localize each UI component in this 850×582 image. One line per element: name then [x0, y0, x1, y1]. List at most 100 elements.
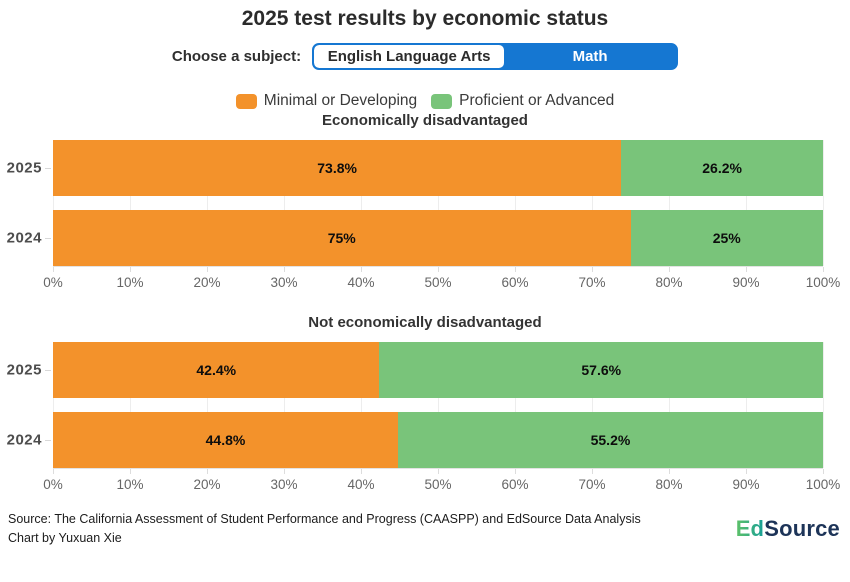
chart-section-title: Economically disadvantaged [322, 112, 528, 129]
gridline [284, 342, 285, 468]
axis-tick-label: 70% [578, 477, 606, 492]
axis-tick-label: 100% [805, 477, 841, 492]
axis-tick-mark [207, 267, 208, 272]
gridline [746, 342, 747, 468]
gridline [746, 140, 747, 266]
axis-tick-mark [361, 267, 362, 272]
gridline [53, 140, 54, 266]
axis-tick-label: 50% [424, 477, 452, 492]
gridline [592, 342, 593, 468]
page-title: 2025 test results by economic status [241, 7, 609, 30]
chart-section-title: Not economically disadvantaged [308, 314, 542, 331]
bar-segment-proficient-or-advanced: 57.6% [379, 342, 823, 398]
axis-tick-label: 40% [347, 275, 375, 290]
axis-tick-mark [669, 267, 670, 272]
y-axis-label: 2024 [6, 431, 42, 449]
axis-tick-label: 60% [501, 477, 529, 492]
legend: Minimal or Developing Proficient or Advan… [0, 90, 850, 112]
axis-tick-mark [53, 469, 54, 474]
axis-tick-label: 0% [43, 275, 63, 290]
gridline [130, 140, 131, 266]
gridline [669, 342, 670, 468]
axis-tick-mark [515, 469, 516, 474]
bar-segment-minimal-or-developing: 42.4% [53, 342, 380, 398]
axis-tick-label: 20% [193, 275, 221, 290]
x-axis: 0% 10% 20% 30% 40% 50% 60% 70% 80% 90% 100% [43, 266, 840, 293]
source-line-1: Source: The California Assessment of Stu… [8, 512, 641, 526]
bar-row-2025: 2025 73.8% 26.2% [7, 140, 823, 196]
source-text: Source: The California Assessment of Stu… [8, 510, 641, 548]
gridline [361, 342, 362, 468]
bar-row-2024: 2024 44.8% 55.2% [7, 412, 823, 468]
gridline [592, 140, 593, 266]
subject-label: Choose a subject: [171, 47, 302, 65]
gridline [53, 342, 54, 468]
axis-tick-label: 50% [424, 275, 452, 290]
axis-tick-mark [207, 469, 208, 474]
axis-tick-label: 80% [655, 275, 683, 290]
gridline [438, 140, 439, 266]
axis-tick-mark [130, 469, 131, 474]
axis-tick-mark [592, 469, 593, 474]
y-axis-label: 2025 [6, 361, 42, 379]
axis-tick-mark [438, 469, 439, 474]
axis-tick-label: 90% [732, 477, 760, 492]
plot-area: 2025 42.4% 57.6% 2024 44.8% 55.2% [7, 342, 824, 468]
axis-tick-label: 90% [732, 275, 760, 290]
axis-tick-label: 40% [347, 477, 375, 492]
gridline [207, 140, 208, 266]
axis-tick-mark [823, 267, 824, 272]
legend-swatch-icon [235, 93, 257, 109]
legend-label: Proficient or Advanced [459, 92, 615, 109]
y-axis-label: 2025 [6, 159, 42, 177]
edsource-logo: EdSource [736, 516, 840, 542]
tab-math[interactable]: Math [504, 44, 677, 68]
axis-tick-mark [592, 267, 593, 272]
bar-segment-proficient-or-advanced: 26.2% [621, 140, 823, 196]
axis-tick-mark [284, 267, 285, 272]
gridline [130, 342, 131, 468]
bar-segment-proficient-or-advanced: 25% [630, 210, 823, 266]
gridline [823, 342, 824, 468]
axis-tick-mark [746, 267, 747, 272]
axis-tick-mark [669, 469, 670, 474]
axis-tick-mark [746, 469, 747, 474]
gridline [515, 342, 516, 468]
gridline [515, 140, 516, 266]
axis-tick-label: 10% [116, 275, 144, 290]
subject-selector-row: Choose a subject: English Language Arts … [0, 41, 850, 71]
axis-tick-label: 0% [43, 477, 63, 492]
logo-source-text: Source [764, 515, 840, 541]
tab-english-language-arts[interactable]: English Language Arts [314, 44, 505, 68]
plot-area: 2025 73.8% 26.2% 2024 75% 25% [7, 140, 824, 266]
axis-tick-mark [284, 469, 285, 474]
axis-tick-mark [361, 469, 362, 474]
gridline [284, 140, 285, 266]
source-line-2: Chart by Yuxuan Xie [8, 530, 122, 545]
axis-tick-label: 30% [270, 477, 298, 492]
footer: Source: The California Assessment of Stu… [8, 510, 840, 548]
gridline [361, 140, 362, 266]
axis-tick-label: 100% [805, 275, 841, 290]
axis-tick-label: 80% [655, 477, 683, 492]
bar-segment-minimal-or-developing: 75% [53, 210, 631, 266]
axis-tick-label: 70% [578, 275, 606, 290]
y-axis-label: 2024 [6, 229, 42, 247]
bar-segment-minimal-or-developing: 44.8% [53, 412, 398, 468]
axis-tick-mark [438, 267, 439, 272]
legend-item: Proficient or Advanced [431, 92, 614, 110]
legend-item: Minimal or Developing [235, 92, 417, 110]
axis-tick-label: 30% [270, 275, 298, 290]
chart-not-economically-disadvantaged: Not economically disadvantaged 2025 42.4%… [0, 314, 850, 495]
subject-toggle[interactable]: English Language Arts Math [312, 42, 679, 70]
axis-tick-mark [130, 267, 131, 272]
bar-row-2024: 2024 75% 25% [7, 210, 823, 266]
gridline [207, 342, 208, 468]
chart-economically-disadvantaged: Economically disadvantaged 2025 73.8% 26.2… [0, 112, 850, 293]
axis-tick-label: 20% [193, 477, 221, 492]
axis-tick-label: 10% [116, 477, 144, 492]
gridline [823, 140, 824, 266]
bar-segment-minimal-or-developing: 73.8% [53, 140, 622, 196]
axis-tick-mark [515, 267, 516, 272]
chart-page: 2025 test results by economic status Cho… [0, 5, 850, 582]
